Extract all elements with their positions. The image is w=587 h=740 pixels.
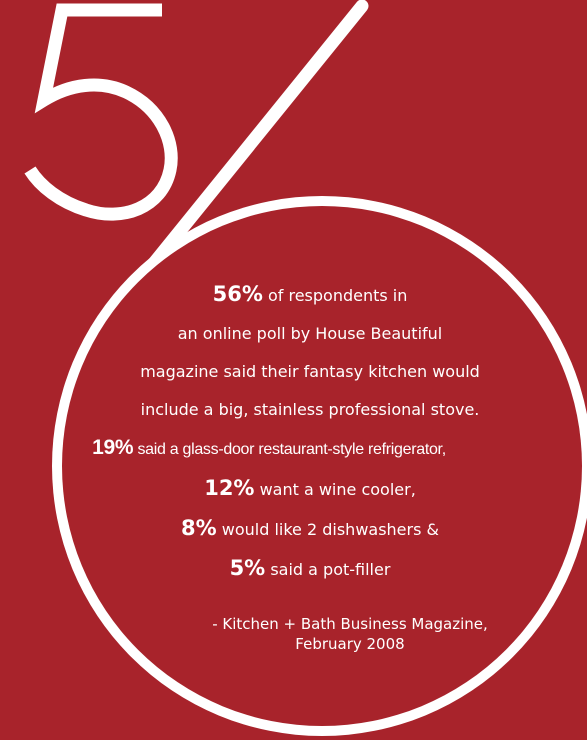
stat-12-percent: 12% [204, 476, 255, 500]
numeral-five [24, 3, 178, 221]
stat-line-2: an online poll by House Beautiful [177, 324, 443, 343]
stat-5-text: said a pot-filler [270, 560, 391, 579]
stat-line-5: 19% said a glass-door restaurant-style r… [0, 429, 560, 469]
statistics-text: 56% of respondents in an online poll by … [60, 275, 560, 589]
stat-56-text: of respondents in [267, 286, 408, 305]
stat-line-6: 12% want a wine cooler, [60, 469, 560, 509]
six-loop-inner [62, 206, 582, 726]
stat-19-percent: 19% [92, 436, 134, 459]
stat-line-7: 8% would like 2 dishwashers & [60, 509, 560, 549]
stat-8-text: would like 2 dishwashers & [221, 520, 439, 539]
source-citation: - Kitchen + Bath Business Magazine, Febr… [130, 614, 570, 654]
stat-56-percent: 56% [212, 282, 263, 306]
stat-19-text: said a glass-door restaurant-style refri… [137, 441, 446, 458]
stat-5-percent: 5% [229, 556, 266, 580]
numeral-six [143, 0, 369, 275]
stat-line-3: magazine said their fantasy kitchen woul… [140, 362, 480, 381]
stat-8-percent: 8% [181, 516, 217, 540]
source-line-1: - Kitchen + Bath Business Magazine, [212, 615, 488, 633]
source-line-2: February 2008 [295, 635, 405, 653]
stat-12-text: want a wine cooler, [259, 480, 416, 499]
stat-line-4: include a big, stainless professional st… [140, 400, 480, 419]
stat-line-8: 5% said a pot-filler [60, 549, 560, 589]
stat-line-1: 56% of respondents in [60, 275, 560, 315]
